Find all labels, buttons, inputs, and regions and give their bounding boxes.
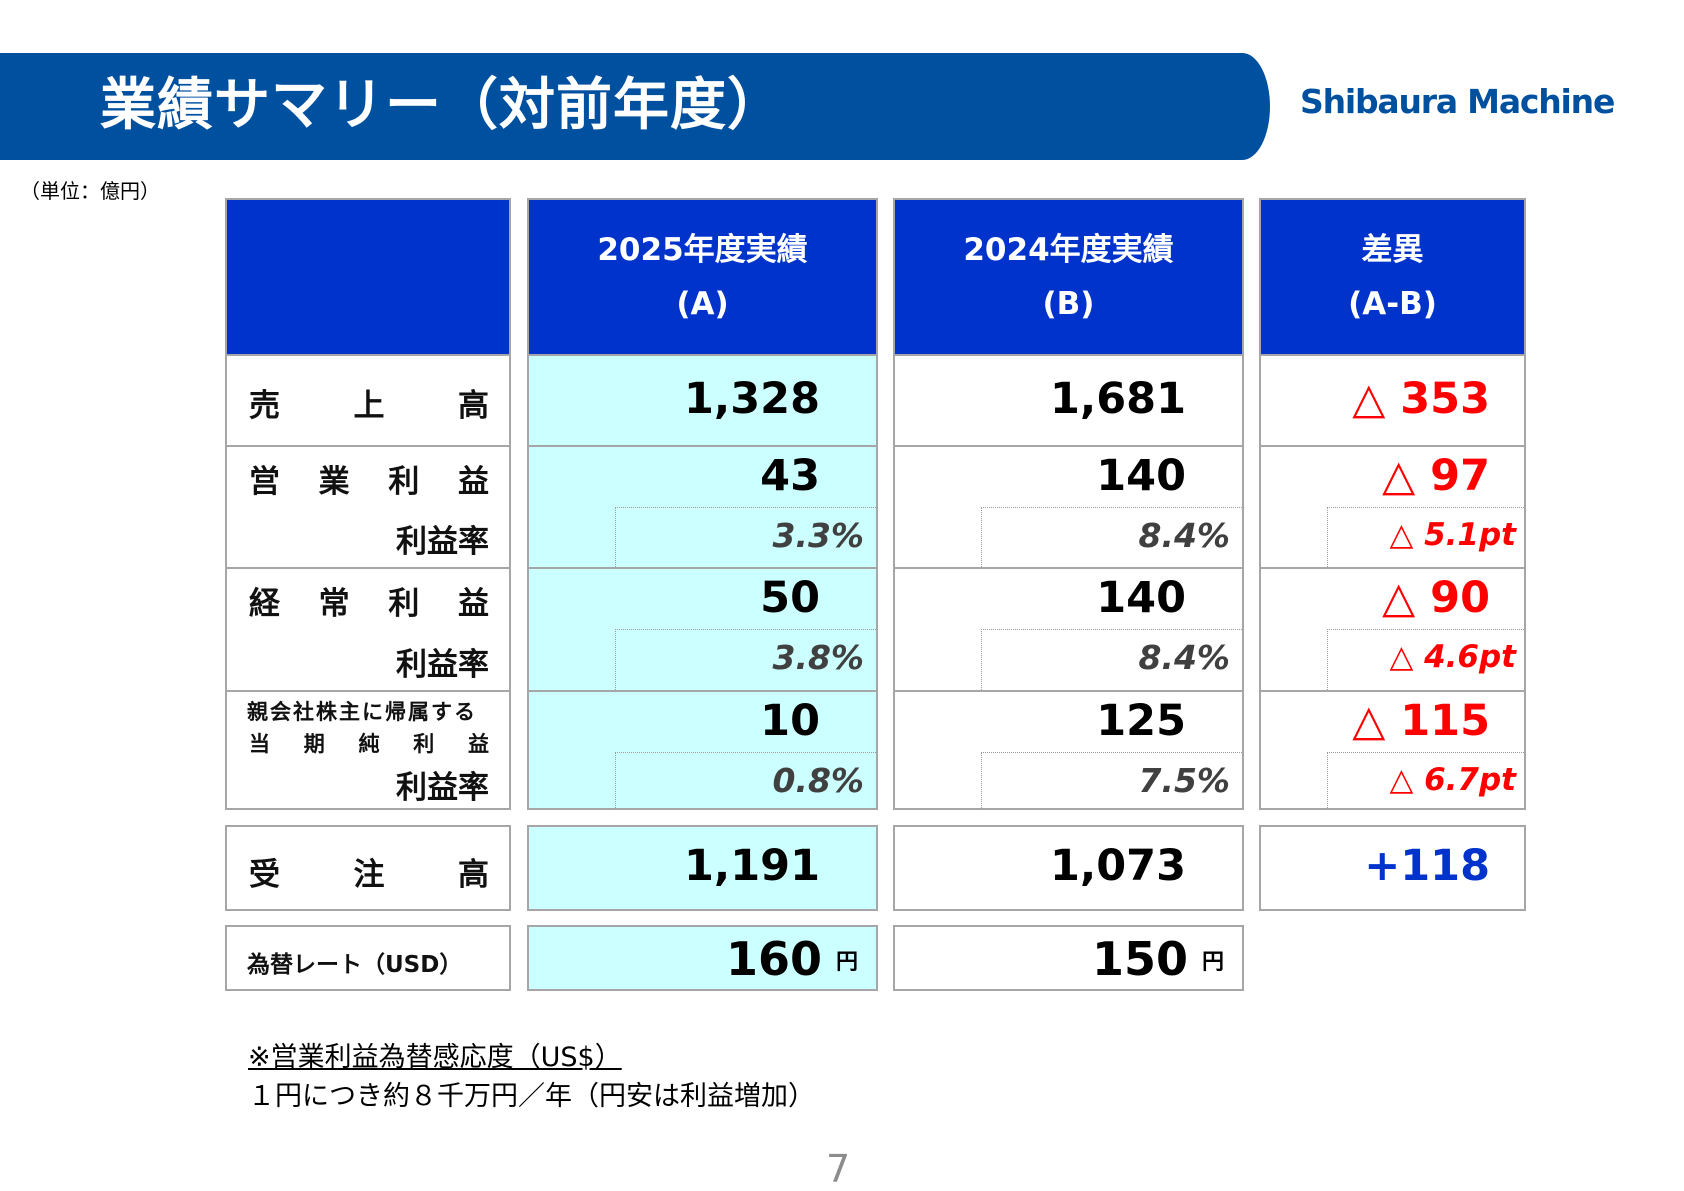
row-divider (227, 567, 509, 569)
operating-profit-fy2025: 43 (760, 451, 820, 501)
fx-fy2025-cell: 160 円 (527, 925, 878, 991)
sales-fy2024: 1,681 (1049, 374, 1186, 424)
net-margin-fy2024: 7.5% (1138, 761, 1230, 800)
operating-profit-difference: △ 97 (1382, 451, 1490, 501)
row-divider (529, 567, 876, 569)
fx-fy2025: 160 円 (726, 932, 858, 986)
row-divider (895, 690, 1242, 692)
label-ordinary-profit: 経常利益 (249, 586, 489, 622)
label-operating-profit: 営業利益 (249, 464, 489, 500)
orders-fy2024-cell: 1,073 (893, 825, 1244, 911)
margin-subcell (1327, 507, 1524, 567)
unit-note: （単位：億円） (20, 179, 160, 203)
label-ordinary-margin: 利益率 (396, 647, 489, 683)
fx-fy2024-value: 150 (1091, 932, 1188, 986)
net-margin-difference: △ 6.7pt (1389, 762, 1516, 798)
row-divider (529, 445, 876, 447)
label-orders-cell: 受注高 (225, 825, 511, 911)
header-fy2024: 2024年度実績 (B) (893, 198, 1244, 356)
sales-difference: △ 353 (1352, 374, 1490, 424)
fx-fy2024-cell: 150 円 (893, 925, 1244, 991)
label-column-body: 売上高 営業利益 利益率 経常利益 利益率 親会社株主に帰属する 当期純利益 利… (225, 354, 511, 810)
label-fx-cell: 為替レート（USD） (225, 925, 511, 991)
fx-fy2024-unit: 円 (1201, 950, 1224, 975)
ordinary-profit-difference: △ 90 (1382, 573, 1490, 623)
orders-difference: +118 (1364, 841, 1490, 891)
fx-sensitivity-note-title: ※営業利益為替感応度（US$） (248, 1042, 622, 1073)
orders-fy2025-cell: 1,191 (527, 825, 878, 911)
margin-subcell (615, 507, 876, 567)
margin-subcell (615, 752, 876, 810)
company-logo: Shibaura Machine (1300, 82, 1615, 121)
ordinary-profit-fy2025: 50 (760, 573, 820, 623)
label-orders: 受注高 (249, 857, 489, 893)
header-difference-code: (A-B) (1348, 286, 1437, 322)
fy2024-column-body: 1,681 140 8.4% 140 8.4% 125 7.5% (893, 354, 1244, 810)
label-net-income-line2: 当期純利益 (249, 732, 489, 756)
fx-fy2025-value: 160 (725, 932, 822, 986)
fx-sensitivity-note-body: １円につき約８千万円／年（円安は利益増加） (248, 1081, 815, 1112)
label-operating-margin: 利益率 (396, 524, 489, 560)
fy2025-column-body: 1,328 43 3.3% 50 3.8% 10 0.8% (527, 354, 878, 810)
ordinary-margin-difference: △ 4.6pt (1389, 639, 1516, 675)
label-sales: 売上高 (249, 388, 489, 424)
header-fy2025-title: 2025年度実績 (597, 232, 808, 268)
margin-subcell (615, 629, 876, 690)
header-fy2025: 2025年度実績 (A) (527, 198, 878, 356)
header-fy2025-code: (A) (676, 286, 729, 322)
ordinary-profit-fy2024: 140 (1096, 573, 1186, 623)
net-income-fy2025: 10 (760, 696, 820, 746)
row-divider (227, 445, 509, 447)
orders-fy2025: 1,191 (683, 841, 820, 891)
page-title: 業績サマリー（対前年度） (100, 73, 784, 138)
title-banner (0, 53, 1270, 160)
operating-margin-difference: △ 5.1pt (1389, 517, 1516, 553)
fx-fy2025-unit: 円 (835, 950, 858, 975)
operating-margin-fy2024: 8.4% (1138, 516, 1230, 555)
header-fy2024-title: 2024年度実績 (963, 232, 1174, 268)
operating-margin-fy2025: 3.3% (772, 516, 864, 555)
header-label-column (225, 198, 511, 356)
header-difference: 差異 (A-B) (1259, 198, 1526, 356)
difference-column-body: △ 353 △ 97 △ 5.1pt △ 90 △ 4.6pt △ 115 △ … (1259, 354, 1526, 810)
margin-subcell (981, 752, 1242, 810)
margin-subcell (1327, 752, 1524, 810)
row-divider (227, 690, 509, 692)
net-income-fy2024: 125 (1096, 696, 1186, 746)
ordinary-margin-fy2024: 8.4% (1138, 638, 1230, 677)
margin-subcell (981, 507, 1242, 567)
row-divider (529, 690, 876, 692)
orders-difference-cell: +118 (1259, 825, 1526, 911)
header-difference-title: 差異 (1361, 232, 1424, 268)
header-fy2024-code: (B) (1042, 286, 1095, 322)
sales-fy2025: 1,328 (683, 374, 820, 424)
fx-fy2024: 150 円 (1092, 932, 1224, 986)
ordinary-margin-fy2025: 3.8% (772, 638, 864, 677)
row-divider (1261, 567, 1524, 569)
label-fx-rate: 為替レート（USD） (247, 952, 463, 978)
page-number: 7 (826, 1147, 851, 1191)
label-net-margin: 利益率 (396, 770, 489, 806)
row-divider (1261, 445, 1524, 447)
net-income-difference: △ 115 (1352, 696, 1490, 746)
label-net-income-line1: 親会社株主に帰属する (247, 700, 477, 724)
net-margin-fy2025: 0.8% (772, 761, 864, 800)
orders-fy2024: 1,073 (1049, 841, 1186, 891)
row-divider (895, 567, 1242, 569)
row-divider (1261, 690, 1524, 692)
margin-subcell (1327, 629, 1524, 690)
operating-profit-fy2024: 140 (1096, 451, 1186, 501)
row-divider (895, 445, 1242, 447)
margin-subcell (981, 629, 1242, 690)
